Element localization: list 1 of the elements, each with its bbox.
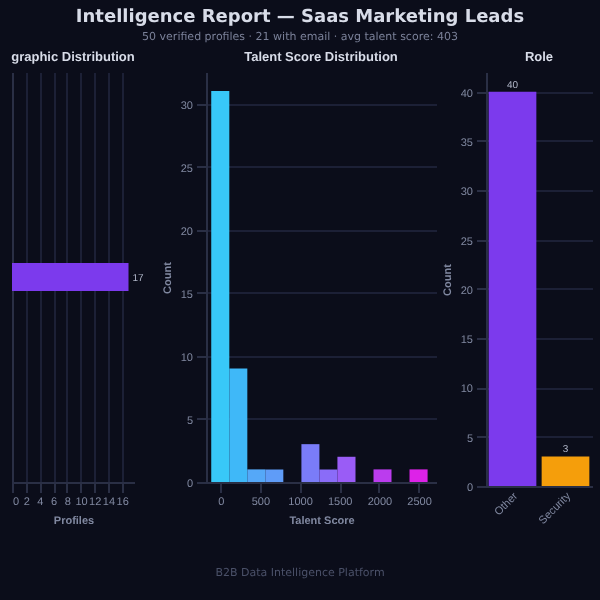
text: Intelligence Report — Saas Marketing Leads xyxy=(73,8,527,28)
